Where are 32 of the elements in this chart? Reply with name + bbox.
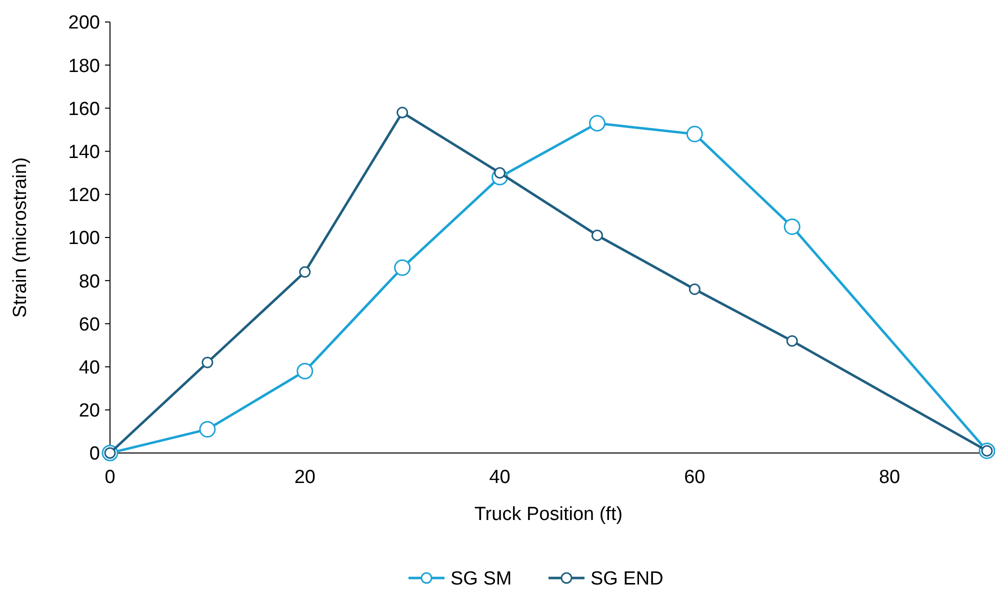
x-tick-label: 20 (294, 467, 316, 488)
x-tick-label: 80 (878, 467, 900, 488)
x-tick-label: 0 (104, 467, 116, 488)
x-tick-label: 40 (489, 467, 510, 488)
y-tick-label: 200 (68, 12, 100, 34)
y-tick-label: 20 (78, 400, 100, 422)
point (202, 356, 214, 368)
point (296, 362, 314, 380)
point (299, 266, 311, 278)
point (588, 115, 606, 132)
x-tick-label: 60 (684, 467, 706, 488)
y-tick-label: 100 (68, 228, 100, 250)
y-tick-label: 60 (78, 314, 100, 336)
legend-label: SG END (590, 568, 664, 590)
legend-label: SG SM (450, 568, 512, 590)
x-axis-title: Truck Position (ft) (474, 504, 623, 525)
y-tick-label: 40 (78, 357, 100, 378)
y-tick-label: 160 (68, 98, 100, 120)
y-tick-label: 120 (68, 185, 100, 206)
y-tick-label: 140 (68, 142, 100, 163)
point (591, 230, 603, 242)
point (786, 335, 798, 347)
y-tick-label: 80 (78, 271, 100, 292)
point (394, 259, 411, 276)
y-axis-title: Strain (microstrain) (10, 157, 31, 318)
point (199, 421, 216, 438)
point (784, 218, 800, 235)
y-tick-label: 180 (68, 56, 100, 77)
point (396, 106, 408, 118)
point (686, 126, 703, 142)
y-tick-label: 0 (89, 444, 100, 465)
point (688, 283, 700, 295)
